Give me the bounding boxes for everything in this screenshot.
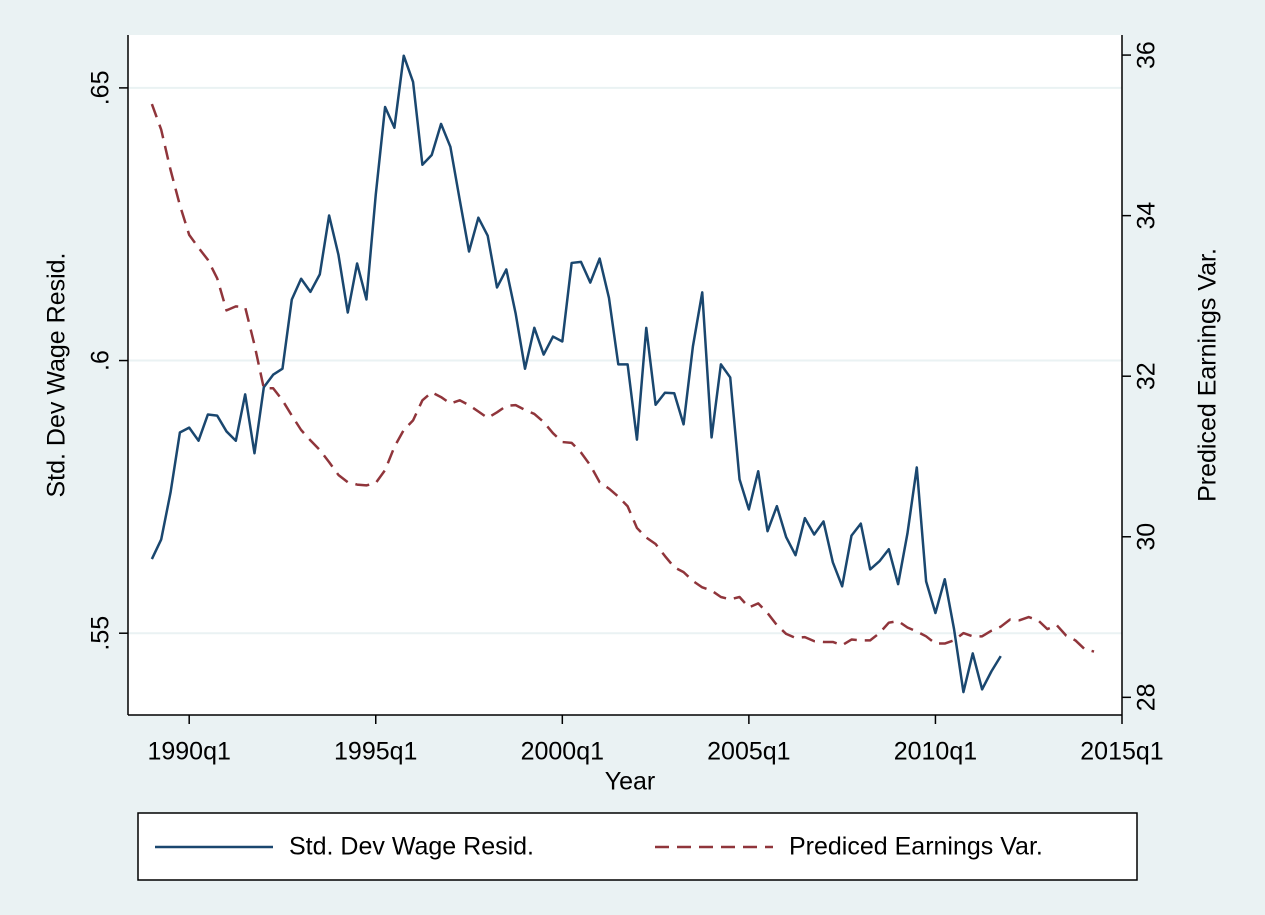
y2-tick-label: 34 (1133, 202, 1161, 230)
x-tick-label: 2005q1 (707, 738, 790, 766)
y-tick-label: .65 (87, 71, 115, 106)
x-tick-label: 2015q1 (1080, 738, 1163, 766)
y2-tick-label: 30 (1133, 523, 1161, 551)
y-axis-title: Std. Dev Wage Resid. (43, 252, 71, 497)
series-line (150, 54, 1002, 694)
y-tick-label: .55 (87, 616, 115, 651)
y-tick-label: .6 (87, 350, 115, 371)
x-tick-label: 2010q1 (894, 738, 977, 766)
y2-tick-label: 28 (1133, 683, 1161, 711)
legend-label: Std. Dev Wage Resid. (289, 833, 534, 861)
legend-label: Prediced Earnings Var. (789, 833, 1043, 861)
y2-axis-title: Prediced Earnings Var. (1194, 248, 1222, 502)
x-tick-label: 1995q1 (334, 738, 417, 766)
y2-tick-label: 36 (1133, 41, 1161, 69)
x-axis-title: Year (605, 768, 656, 796)
x-tick-label: 1990q1 (147, 738, 230, 766)
x-tick-label: 2000q1 (521, 738, 604, 766)
legend (137, 812, 1138, 881)
plot-area (128, 35, 1122, 715)
y2-tick-label: 32 (1133, 362, 1161, 390)
